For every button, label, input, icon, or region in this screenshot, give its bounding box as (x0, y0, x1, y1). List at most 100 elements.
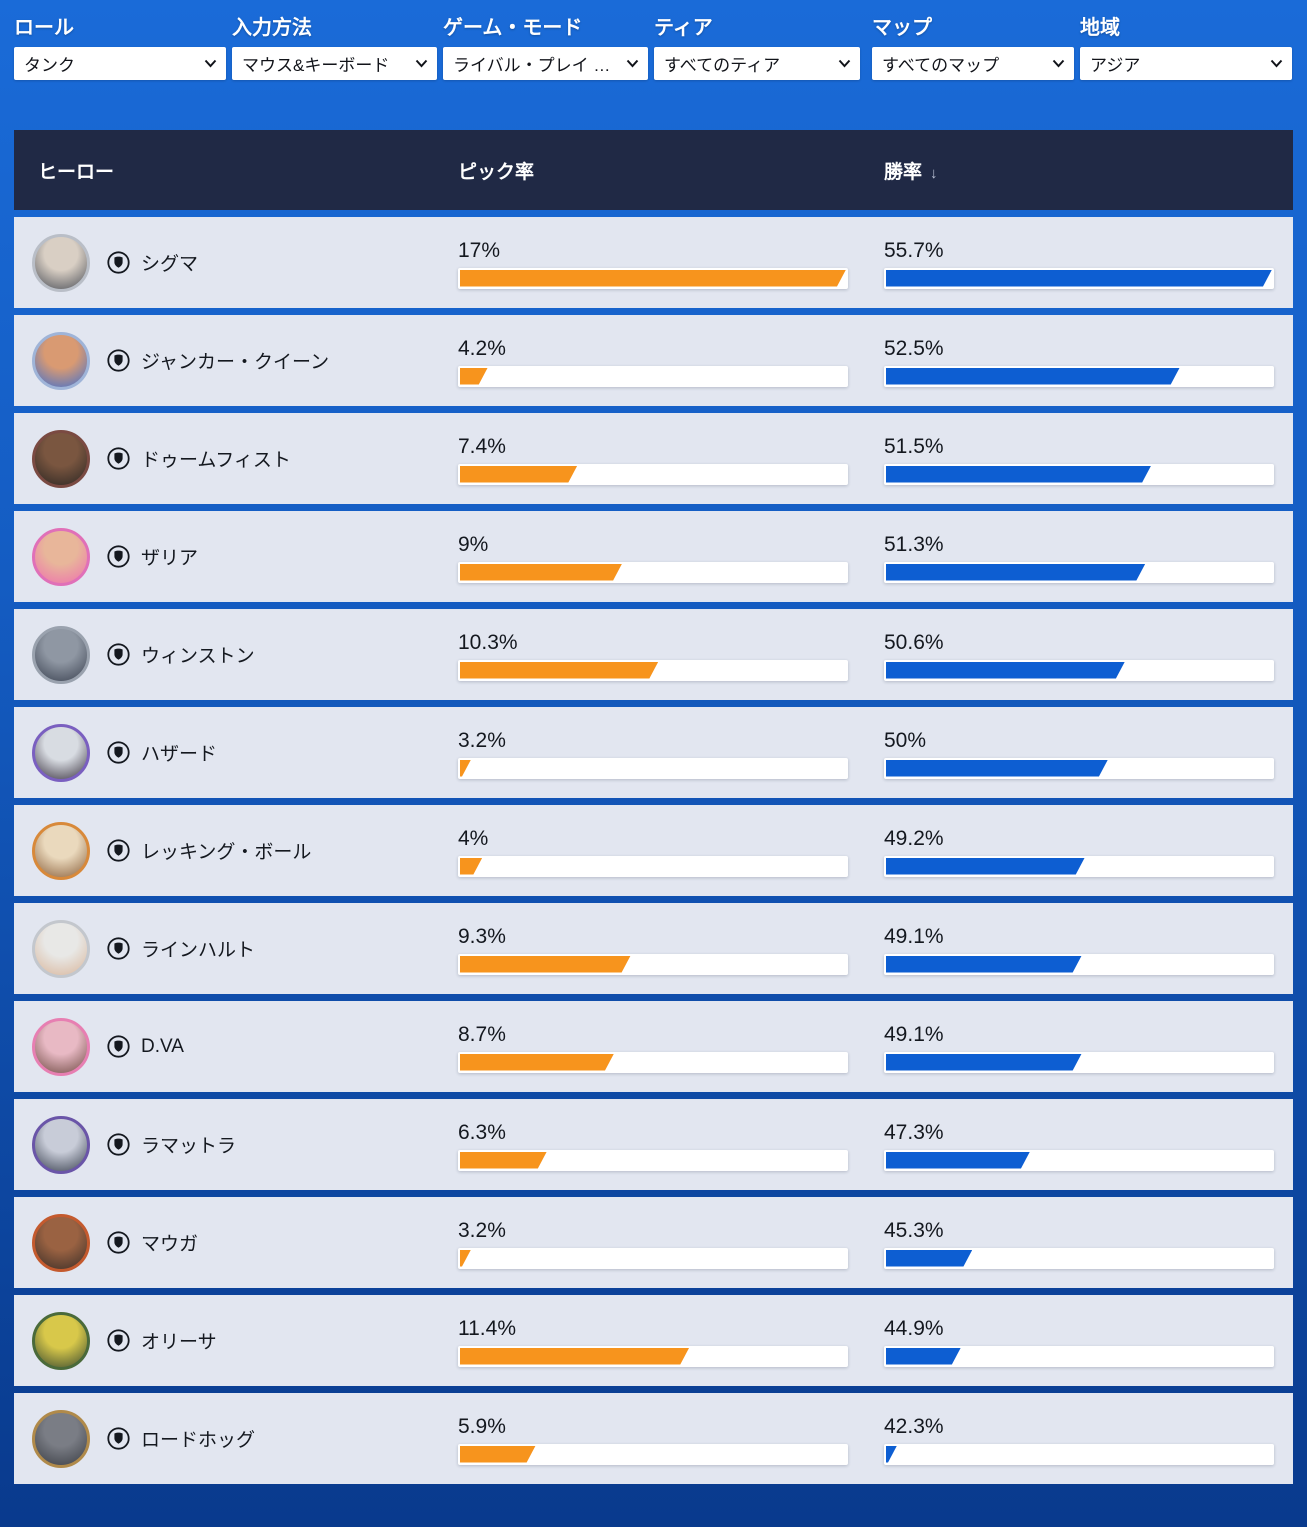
filter-selected-value: タンク (24, 56, 75, 75)
win-rate-value: 55.7% (884, 238, 944, 262)
hero-avatar (32, 1311, 90, 1370)
hero-row[interactable]: ウィンストン 10.3% 50.6% (14, 609, 1293, 700)
hero-avatar (32, 1017, 90, 1076)
win-rate-value: 50% (884, 728, 927, 752)
tank-role-icon (106, 642, 131, 667)
win-rate-bar-fill (886, 1348, 961, 1365)
filter-group-role: ロール タンク (14, 16, 226, 80)
pick-rate-bar-fill (460, 368, 488, 385)
column-header-pick-rate[interactable]: ピック率 (458, 161, 535, 183)
hero-avatar (32, 1115, 90, 1174)
win-rate-value: 51.5% (884, 434, 944, 458)
hero-row[interactable]: オリーサ 11.4% 44.9% (14, 1295, 1293, 1386)
hero-row[interactable]: ザリア 9% 51.3% (14, 511, 1293, 602)
column-header-hero[interactable]: ヒーロー (38, 161, 115, 183)
tank-role-icon (106, 838, 131, 863)
win-rate-bar-fill (886, 564, 1145, 581)
pick-rate-value: 10.3% (458, 630, 518, 654)
hero-avatar (32, 331, 90, 390)
win-rate-bar (884, 365, 1274, 387)
pick-rate-bar (458, 1345, 848, 1367)
filter-game-mode-select[interactable]: ライバル・プレイ … (443, 47, 648, 80)
tank-role-icon (106, 1328, 131, 1353)
hero-row[interactable]: ハザード 3.2% 50% (14, 707, 1293, 798)
pick-rate-bar-fill (460, 466, 577, 483)
pick-rate-bar (458, 1149, 848, 1171)
chevron-down-icon (204, 55, 217, 73)
hero-row[interactable]: ラマットラ 6.3% 47.3% (14, 1099, 1293, 1190)
pick-rate-value: 7.4% (458, 434, 506, 458)
column-header-win-rate[interactable]: 勝率 ↓ (884, 157, 1293, 184)
filter-map-select[interactable]: すべてのマップ (872, 47, 1074, 80)
hero-avatar (32, 527, 90, 586)
tank-role-icon (106, 936, 131, 961)
hero-row[interactable]: マウガ 3.2% 45.3% (14, 1197, 1293, 1288)
hero-row[interactable]: D.VA 8.7% 49.1% (14, 1001, 1293, 1092)
filter-group-region: 地域 アジア (1080, 16, 1292, 80)
hero-row[interactable]: ジャンカー・クイーン 4.2% 52.5% (14, 315, 1293, 406)
tank-role-icon (106, 348, 131, 373)
chevron-down-icon (626, 55, 639, 73)
tank-role-icon (106, 1426, 131, 1451)
win-rate-bar-fill (886, 956, 1082, 973)
hero-row[interactable]: ラインハルト 9.3% 49.1% (14, 903, 1293, 994)
tank-role-icon (106, 250, 131, 275)
pick-rate-bar (458, 855, 848, 877)
hero-row[interactable]: シグマ 17% 55.7% (14, 217, 1293, 308)
hero-row[interactable]: レッキング・ボール 4% 49.2% (14, 805, 1293, 896)
hero-stats-table: ヒーロー ピック率 勝率 ↓ シグマ 17% 55.7% (14, 130, 1293, 1484)
pick-rate-value: 9.3% (458, 924, 506, 948)
hero-name: ジャンカー・クイーン (141, 352, 330, 373)
hero-name: ハザード (141, 744, 218, 765)
hero-name: レッキング・ボール (141, 842, 312, 863)
filter-selected-value: アジア (1090, 56, 1141, 75)
filter-label: ゲーム・モード (443, 17, 583, 39)
filter-group-game-mode: ゲーム・モード ライバル・プレイ … (443, 16, 648, 80)
hero-name: ザリア (141, 548, 199, 569)
filter-label: 地域 (1080, 17, 1120, 39)
pick-rate-bar-fill (460, 270, 846, 287)
filter-selected-value: すべてのマップ (882, 56, 1000, 75)
win-rate-bar (884, 1051, 1274, 1073)
pick-rate-bar-fill (460, 662, 658, 679)
hero-avatar (32, 723, 90, 782)
filter-role-select[interactable]: タンク (14, 47, 226, 80)
pick-rate-value: 3.2% (458, 728, 506, 752)
hero-avatar (32, 429, 90, 488)
filter-input-select[interactable]: マウス&キーボード (232, 47, 437, 80)
sort-descending-icon: ↓ (930, 164, 938, 182)
filter-tier-select[interactable]: すべてのティア (654, 47, 860, 80)
pick-rate-bar-fill (460, 1348, 689, 1365)
win-rate-bar (884, 1247, 1274, 1269)
hero-name: ラマットラ (141, 1136, 237, 1157)
filter-label: ティア (654, 17, 713, 39)
win-rate-bar-fill (886, 760, 1108, 777)
pick-rate-bar (458, 365, 848, 387)
win-rate-value: 45.3% (884, 1218, 944, 1242)
hero-name: ラインハルト (141, 940, 256, 961)
pick-rate-bar-fill (460, 564, 622, 581)
win-rate-value: 49.1% (884, 1022, 944, 1046)
pick-rate-value: 3.2% (458, 1218, 506, 1242)
pick-rate-bar (458, 659, 848, 681)
pick-rate-value: 4% (458, 826, 489, 850)
pick-rate-bar-fill (460, 1446, 536, 1463)
hero-avatar (32, 625, 90, 684)
filter-bar: ロール タンク 入力方法 マウス&キーボード ゲーム・モード ライバル・プレイ … (0, 0, 1307, 80)
win-rate-bar-fill (886, 466, 1151, 483)
win-rate-bar-fill (886, 1446, 897, 1463)
filter-region-select[interactable]: アジア (1080, 47, 1292, 80)
chevron-down-icon (415, 55, 428, 73)
pick-rate-bar (458, 1051, 848, 1073)
win-rate-bar (884, 1345, 1274, 1367)
pick-rate-value: 8.7% (458, 1022, 506, 1046)
hero-row[interactable]: ロードホッグ 5.9% 42.3% (14, 1393, 1293, 1484)
hero-name: ロードホッグ (141, 1430, 256, 1451)
hero-name: オリーサ (141, 1332, 217, 1353)
hero-row[interactable]: ドゥームフィスト 7.4% 51.5% (14, 413, 1293, 504)
filter-selected-value: すべてのティア (664, 56, 781, 75)
win-rate-bar (884, 659, 1274, 681)
pick-rate-bar-fill (460, 1054, 614, 1071)
filter-selected-value: ライバル・プレイ … (453, 56, 611, 75)
win-rate-value: 49.1% (884, 924, 944, 948)
